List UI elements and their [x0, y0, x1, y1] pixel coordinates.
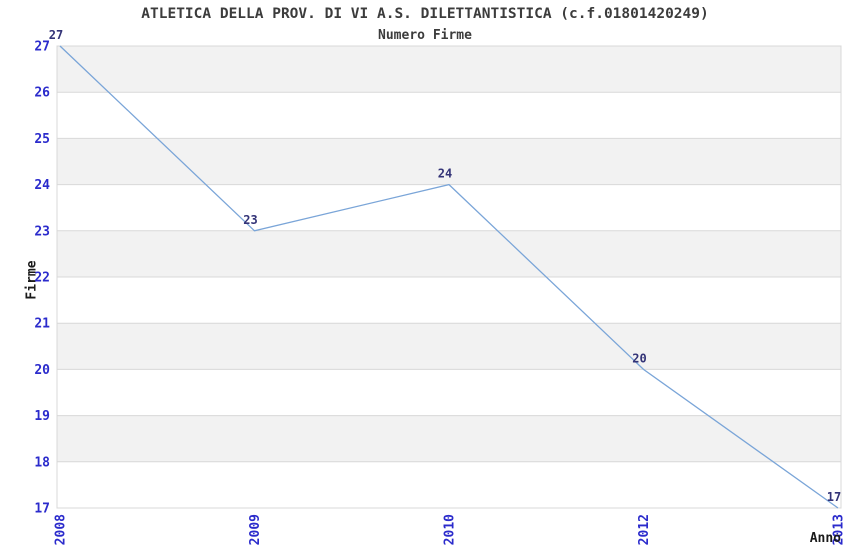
point-label: 20: [632, 351, 646, 365]
x-tick-label: 2013: [832, 514, 847, 545]
x-tick-label: 2008: [54, 514, 69, 545]
y-tick-label: 18: [34, 455, 50, 470]
y-tick-label: 20: [34, 363, 50, 378]
y-tick-label: 22: [34, 271, 50, 286]
point-label: 24: [438, 167, 452, 181]
y-tick-label: 19: [34, 409, 50, 424]
plot-border: [56, 45, 842, 509]
x-axis-title: Anno: [809, 531, 841, 546]
point-label: 23: [243, 213, 257, 227]
point-label: 17: [827, 490, 841, 504]
y-tick-label: 24: [34, 178, 50, 193]
x-tick-label: 2012: [637, 514, 652, 545]
y-tick-label: 27: [34, 40, 50, 55]
plot-band: [57, 46, 841, 93]
data-line: [59, 45, 839, 509]
point-label: 27: [49, 28, 63, 42]
x-tick-label: 2009: [248, 514, 263, 545]
plot-band: [57, 230, 841, 277]
x-tick-label: 2010: [443, 514, 458, 545]
y-tick-label: 26: [34, 86, 50, 101]
plot-band: [57, 138, 841, 185]
y-tick-label: 17: [34, 502, 50, 517]
y-tick-label: 23: [34, 224, 50, 239]
y-tick-label: 25: [34, 132, 50, 147]
y-tick-label: 21: [34, 317, 50, 332]
chart-subtitle: Numero Firme: [378, 28, 472, 43]
chart-title: ATLETICA DELLA PROV. DI VI A.S. DILETTAN…: [141, 6, 709, 22]
plot-band: [57, 415, 841, 462]
plot-band: [57, 323, 841, 370]
